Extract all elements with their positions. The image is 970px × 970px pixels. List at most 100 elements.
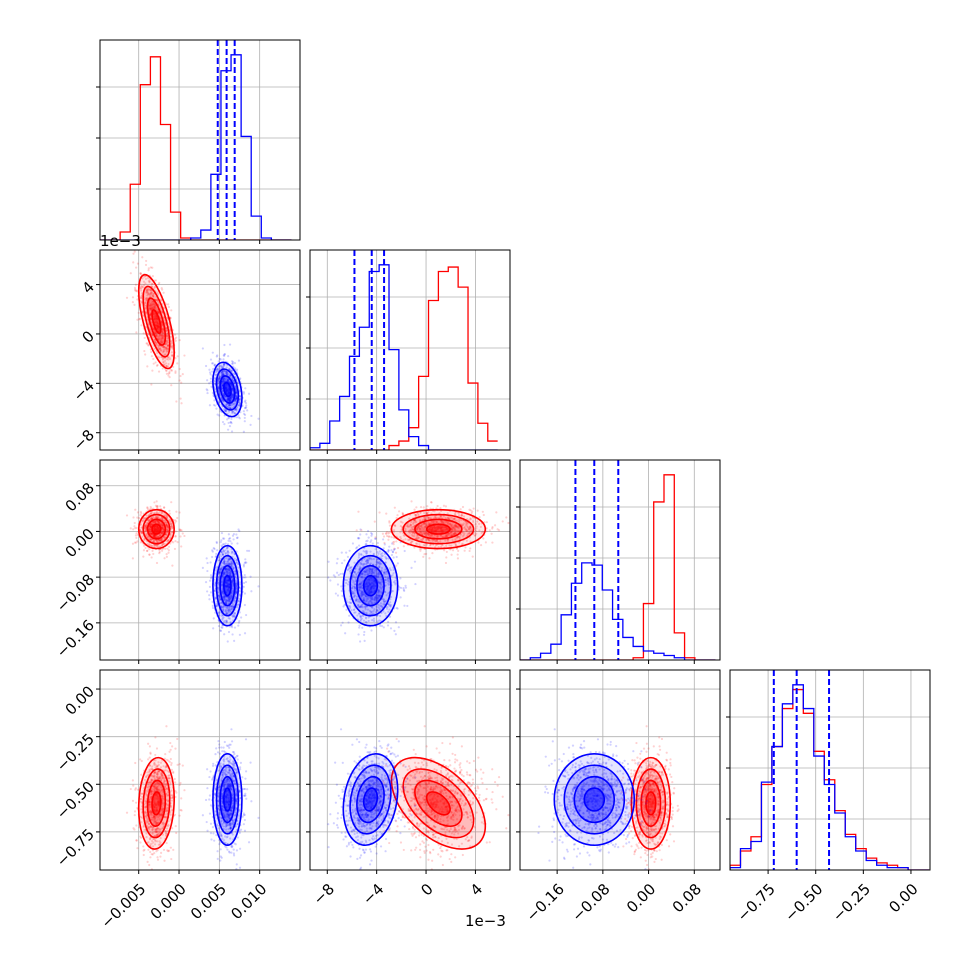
sample-point (227, 374, 230, 377)
sample-point (387, 602, 390, 605)
sample-point (358, 600, 361, 604)
sample-point (227, 388, 231, 391)
sample-point (142, 284, 146, 287)
sample-point (432, 529, 435, 532)
sample-point (221, 370, 224, 374)
sample-point (213, 399, 216, 402)
sample-point (214, 370, 218, 373)
sample-point (225, 383, 229, 386)
sample-point (147, 293, 150, 296)
sample-point (428, 526, 431, 529)
sample-point (410, 530, 413, 533)
sample-point (165, 555, 168, 558)
sample-point (222, 379, 225, 382)
sample-point (152, 294, 155, 298)
sample-point (455, 529, 458, 533)
sample-point (155, 511, 158, 514)
sample-point (161, 336, 164, 340)
sample-point (150, 517, 153, 520)
sample-point (161, 511, 164, 515)
sample-point (450, 531, 453, 535)
sample-point (222, 380, 226, 383)
sample-point (163, 359, 167, 362)
sample-point (440, 520, 443, 523)
sample-point (444, 534, 448, 537)
sample-point (219, 570, 222, 574)
sample-point (160, 539, 164, 542)
sample-point (358, 568, 362, 571)
sample-point (225, 568, 228, 571)
sample-point (383, 571, 386, 574)
sample-point (448, 533, 451, 536)
sample-point (153, 528, 157, 531)
sample-point (462, 526, 466, 530)
sample-point (450, 530, 453, 533)
sample-point (228, 343, 232, 346)
sample-point (157, 327, 160, 330)
sample-point (179, 529, 182, 532)
sample-point (466, 526, 469, 529)
sample-point (415, 537, 418, 540)
sample-point (231, 579, 234, 582)
sample-point (223, 572, 226, 576)
sample-point (491, 527, 494, 530)
sample-point (228, 563, 231, 566)
sample-point (227, 559, 230, 562)
sample-point (166, 525, 170, 528)
sample-point (231, 360, 235, 364)
sample-point (226, 418, 229, 421)
sample-point (208, 382, 211, 385)
sample-point (361, 591, 364, 595)
sample-point (224, 598, 227, 601)
sample-point (454, 525, 458, 528)
sample-point (145, 533, 149, 536)
sample-point (395, 540, 398, 543)
sample-point (223, 423, 226, 426)
sample-point (374, 564, 377, 567)
sample-point (226, 397, 229, 400)
sample-point (141, 520, 144, 523)
sample-point (223, 571, 226, 574)
sample-point (174, 357, 177, 360)
sample-point (147, 288, 150, 291)
sample-point (154, 529, 158, 532)
sample-point (427, 516, 431, 520)
sample-point (160, 322, 164, 325)
sample-point (454, 532, 457, 535)
sample-point (370, 602, 373, 605)
sample-point (221, 592, 225, 595)
sample-point (238, 402, 241, 406)
sample-point (232, 566, 236, 570)
sample-point (370, 533, 374, 536)
sample-point (157, 545, 160, 548)
contour-line (146, 518, 167, 540)
sample-point (170, 525, 173, 528)
sample-point (145, 298, 149, 301)
sample-point (235, 392, 238, 395)
sample-point (444, 516, 447, 520)
sample-point (150, 304, 153, 307)
sample-point (165, 349, 168, 352)
sample-point (158, 348, 161, 351)
sample-point (228, 595, 231, 598)
sample-point (451, 525, 455, 528)
sample-point (235, 408, 238, 411)
sample-point (454, 542, 457, 546)
sample-point (229, 571, 232, 574)
sample-point (383, 571, 386, 574)
sample-point (406, 538, 410, 541)
sample-point (398, 586, 401, 589)
sample-point (151, 300, 154, 303)
sample-point (227, 387, 231, 391)
sample-point (138, 517, 141, 520)
sample-point (415, 520, 418, 523)
sample-point (457, 530, 460, 534)
sample-point (244, 576, 247, 579)
sample-point (466, 532, 469, 536)
sample-point (150, 282, 153, 285)
sample-point (428, 532, 431, 536)
sample-point (448, 544, 451, 547)
sample-point (132, 261, 135, 264)
sample-point (125, 296, 129, 299)
sample-point (134, 283, 138, 286)
